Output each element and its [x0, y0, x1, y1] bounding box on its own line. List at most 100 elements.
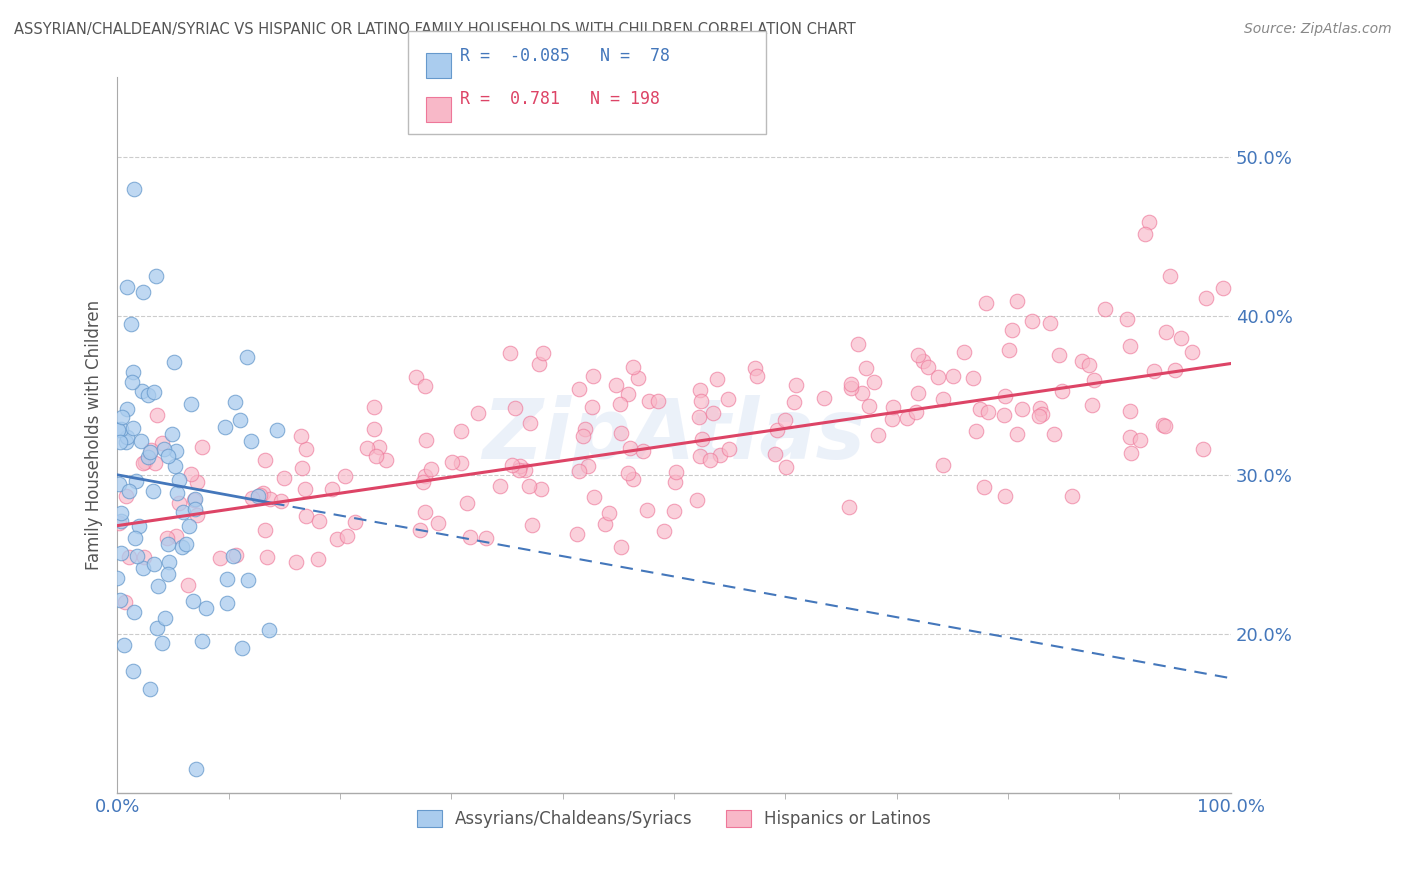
Point [846, 336, 869, 351]
Point [636, 503, 658, 517]
Point [186, 762, 208, 776]
Point [450, 424, 472, 438]
Point [1119, 404, 1142, 418]
Point [1031, 407, 1053, 421]
Point [142, 385, 165, 400]
Point [1170, 331, 1192, 345]
Point [115, 402, 138, 417]
Point [167, 473, 190, 487]
Point [574, 421, 596, 435]
Point [146, 579, 169, 593]
Point [621, 472, 644, 486]
Point [120, 317, 142, 331]
Point [1047, 348, 1070, 362]
Point [605, 378, 627, 392]
Point [942, 368, 965, 383]
Point [366, 449, 388, 463]
Point [134, 455, 156, 469]
Point [994, 489, 1017, 503]
Point [375, 453, 398, 467]
Point [110, 592, 132, 607]
Point [440, 455, 463, 469]
Point [1137, 215, 1160, 229]
Point [115, 490, 138, 504]
Point [1021, 314, 1043, 328]
Point [882, 401, 904, 415]
Point [621, 359, 644, 374]
Point [631, 444, 654, 458]
Point [413, 469, 436, 483]
Point [1005, 293, 1028, 308]
Point [110, 546, 132, 560]
Point [143, 456, 166, 470]
Point [157, 555, 180, 569]
Point [1133, 227, 1156, 241]
Point [128, 518, 150, 533]
Point [839, 380, 862, 394]
Point [112, 638, 135, 652]
Point [595, 516, 617, 531]
Point [208, 550, 231, 565]
Point [488, 479, 510, 493]
Point [896, 410, 918, 425]
Point [405, 370, 427, 384]
Point [413, 505, 436, 519]
Point [652, 524, 675, 538]
Point [160, 426, 183, 441]
Point [882, 412, 904, 426]
Point [217, 572, 239, 586]
Point [257, 624, 280, 638]
Point [1195, 291, 1218, 305]
Point [744, 361, 766, 376]
Point [911, 354, 934, 368]
Point [665, 465, 688, 479]
Point [706, 372, 728, 386]
Point [689, 449, 711, 463]
Point [290, 461, 312, 475]
Point [997, 343, 1019, 357]
Text: R =  -0.085   N =  78: R = -0.085 N = 78 [460, 47, 669, 65]
Point [458, 530, 481, 544]
Point [1118, 430, 1140, 444]
Point [321, 482, 343, 496]
Point [839, 377, 862, 392]
Point [150, 635, 173, 649]
Point [690, 432, 713, 446]
Point [513, 462, 536, 476]
Point [231, 641, 253, 656]
Point [153, 442, 176, 456]
Point [108, 477, 131, 491]
Point [617, 466, 640, 480]
Point [917, 359, 939, 374]
Point [565, 527, 588, 541]
Point [118, 484, 141, 499]
Point [1011, 402, 1033, 417]
Point [993, 408, 1015, 422]
Point [156, 537, 179, 551]
Point [664, 475, 686, 490]
Point [519, 417, 541, 431]
Point [145, 268, 167, 283]
Point [138, 444, 160, 458]
Point [111, 409, 134, 424]
Point [1192, 442, 1215, 457]
Point [222, 549, 245, 563]
Point [907, 348, 929, 362]
Point [517, 479, 540, 493]
Point [110, 514, 132, 528]
Point [107, 516, 129, 530]
Point [295, 509, 318, 524]
Point [121, 664, 143, 678]
Point [1129, 434, 1152, 448]
Point [1094, 301, 1116, 316]
Point [598, 506, 620, 520]
Point [858, 399, 880, 413]
Point [1070, 354, 1092, 368]
Point [240, 491, 263, 505]
Point [617, 386, 640, 401]
Point [290, 429, 312, 443]
Point [686, 493, 709, 508]
Point [131, 384, 153, 398]
Point [637, 394, 659, 409]
Point [224, 395, 246, 409]
